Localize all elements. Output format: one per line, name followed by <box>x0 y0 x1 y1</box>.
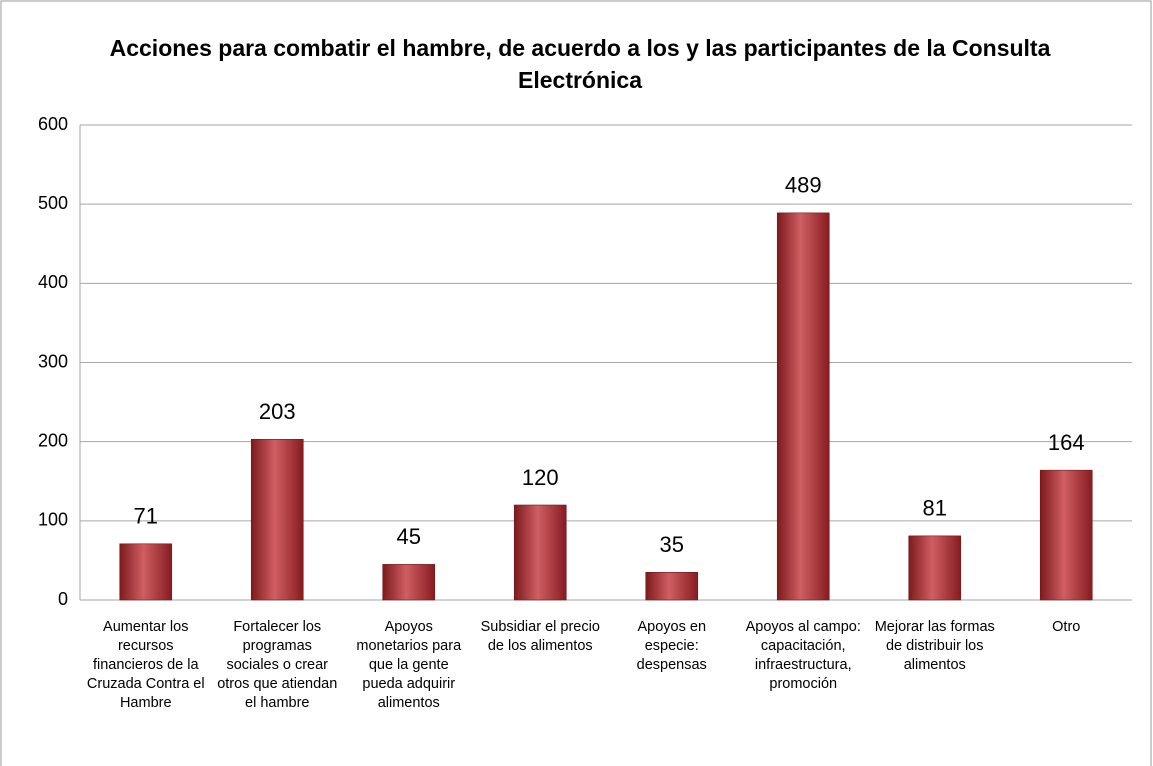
x-tick-label: Apoyos al campo: capacitación, infraestr… <box>745 619 861 692</box>
data-label: 489 <box>785 173 822 198</box>
y-tick-label: 300 <box>38 351 68 371</box>
x-tick-label: Mejorar las formas de distribuir los ali… <box>874 619 995 673</box>
x-tick-label: Fortalecer los programas sociales o crea… <box>217 619 338 711</box>
y-tick-label: 400 <box>38 272 68 292</box>
x-tick-label: Aumentar los recursos financieros de la … <box>86 619 205 711</box>
y-tick-label: 100 <box>38 510 68 530</box>
y-tick-label: 500 <box>38 193 68 213</box>
x-tick-label: Apoyos monetarios para que la gente pued… <box>356 619 462 711</box>
data-label: 45 <box>397 524 421 549</box>
data-label: 203 <box>259 399 296 424</box>
y-tick-label: 600 <box>38 114 68 134</box>
bar <box>908 535 962 601</box>
x-tick-label: Subsidiar el precio de los alimentos <box>480 619 600 654</box>
bar <box>250 438 304 601</box>
bar <box>119 543 173 601</box>
x-tick-label: Otro <box>1052 619 1081 635</box>
bar <box>776 212 830 601</box>
bar <box>382 564 436 601</box>
data-label: 120 <box>522 465 559 490</box>
bar <box>1039 469 1093 601</box>
x-tick-label: Apoyos en especie: despensas <box>636 619 707 673</box>
bar <box>513 504 567 601</box>
data-label: 81 <box>923 496 947 521</box>
bar <box>645 571 699 601</box>
y-tick-label: 0 <box>58 589 68 609</box>
data-label: 35 <box>660 532 684 557</box>
chart-title: Acciones para combatir el hambre, de acu… <box>109 35 1051 93</box>
data-label: 71 <box>134 504 158 529</box>
data-label: 164 <box>1048 430 1085 455</box>
y-tick-label: 200 <box>38 430 68 450</box>
